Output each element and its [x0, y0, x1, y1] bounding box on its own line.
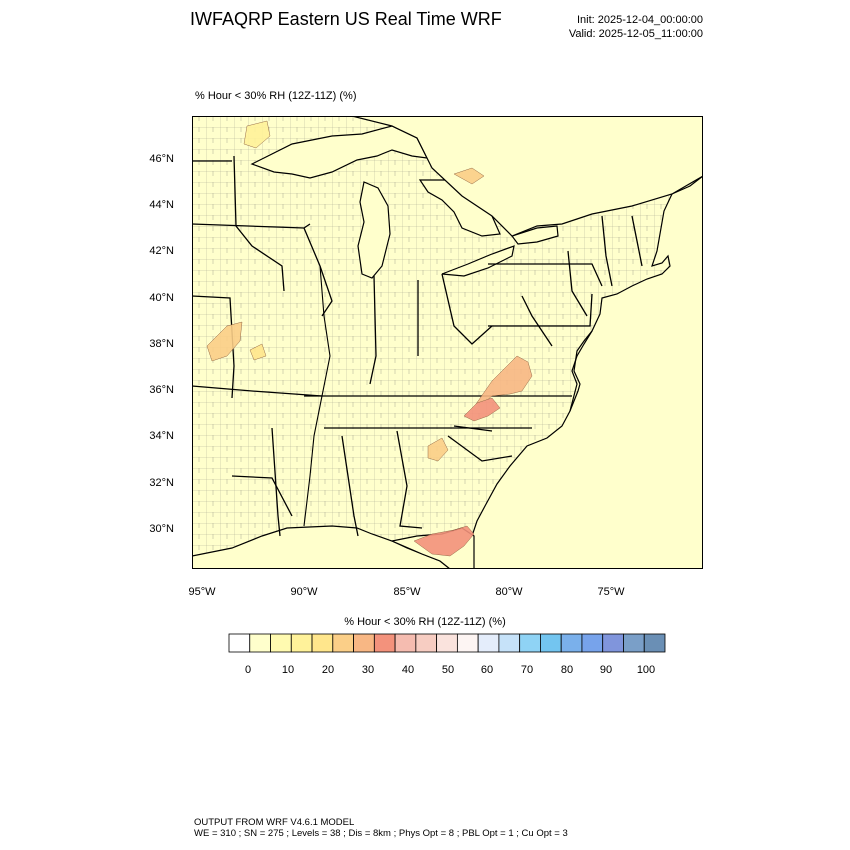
lat-label-30: 30°N: [149, 523, 174, 535]
lat-label-40: 40°N: [149, 292, 174, 304]
colorbar-swatch: [415, 633, 438, 653]
colorbar-tick-60: 60: [480, 664, 494, 676]
colorbar-tick-70: 70: [520, 664, 534, 676]
shade-ontario: [453, 167, 485, 185]
colorbar-tick-50: 50: [441, 664, 455, 676]
shade-florida: [413, 525, 475, 557]
colorbar-tick-0: 0: [244, 664, 252, 676]
colorbar-swatch: [270, 633, 292, 653]
plot-title: IWFAQRP Eastern US Real Time WRF: [190, 9, 502, 29]
colorbar-swatch: [249, 633, 271, 653]
colorbar-swatch: [456, 633, 479, 653]
shade-wisconsin: [243, 120, 271, 149]
model-info-line1: OUTPUT FROM WRF V4.6.1 MODEL: [194, 817, 355, 828]
colorbar-swatch: [353, 633, 375, 653]
state-boundaries: [192, 155, 643, 537]
low-rh-shading: [206, 120, 533, 557]
lat-label-32: 32°N: [149, 477, 174, 489]
atlantic-ocean: [471, 175, 703, 569]
colorbar-tick-20: 20: [321, 664, 335, 676]
colorbar-swatch: [540, 633, 562, 653]
lat-label-42: 42°N: [149, 245, 174, 257]
model-info: OUTPUT FROM WRF V4.6.1 MODEL WE = 310 ; …: [194, 817, 568, 839]
shade-illinois: [249, 343, 267, 361]
colorbar-tick-30: 30: [361, 664, 375, 676]
lon-label-85: 85°W: [393, 586, 421, 598]
lake-michigan: [357, 181, 391, 279]
colorbar-swatch: [477, 633, 500, 653]
colorbar-swatch: [498, 633, 521, 653]
lake-superior: [250, 125, 429, 179]
lat-label-46: 46°N: [149, 153, 174, 165]
model-info-line2: WE = 310 ; SN = 275 ; Levels = 38 ; Dis …: [194, 828, 568, 839]
colorbar-tick-40: 40: [401, 664, 415, 676]
colorbar-tick-100: 100: [636, 664, 656, 676]
river-line: [303, 265, 331, 527]
colorbar-swatch: [332, 633, 354, 653]
canada-texture: [492, 116, 703, 176]
colorbar-swatch: [436, 633, 458, 653]
init-time: Init: 2025-12-04_00:00:00: [577, 14, 703, 26]
map-svg: [192, 116, 703, 569]
colorbar-swatch: [581, 633, 604, 653]
lake-erie: [441, 245, 515, 277]
colorbar-tick-80: 80: [560, 664, 574, 676]
lon-label-80: 80°W: [495, 586, 523, 598]
colorbar-swatch: [602, 633, 624, 653]
shade-missouri: [206, 321, 243, 362]
init-valid-times: Init: 2025-12-04_00:00:00 Valid: 2025-12…: [569, 13, 703, 41]
lon-label-75: 75°W: [597, 586, 625, 598]
colorbar-swatch: [394, 633, 417, 653]
colorbar-swatch: [228, 633, 251, 653]
shade-nc: [463, 397, 501, 422]
colorbar-swatch: [623, 633, 645, 653]
lake-ontario: [511, 225, 559, 245]
colorbar-swatch: [519, 633, 541, 653]
colorbar-tick-90: 90: [599, 664, 613, 676]
lat-label-36: 36°N: [149, 384, 174, 396]
map-border: [192, 116, 703, 569]
shade-georgia: [427, 437, 449, 462]
colorbar-swatch: [373, 633, 396, 653]
field-label: % Hour < 30% RH (12Z-11Z) (%): [195, 90, 357, 102]
map-panel: [192, 116, 703, 569]
lat-label-44: 44°N: [149, 199, 174, 211]
colorbar-swatch: [311, 633, 334, 653]
colorbar: [228, 633, 666, 653]
colorbar-tick-10: 10: [281, 664, 295, 676]
east-coast: [569, 330, 593, 412]
lon-label-95: 95°W: [188, 586, 216, 598]
colorbar-swatch: [560, 633, 583, 653]
colorbar-swatch: [290, 633, 313, 653]
colorbar-title: % Hour < 30% RH (12Z-11Z) (%): [344, 616, 506, 628]
valid-time: Valid: 2025-12-05_11:00:00: [568, 28, 703, 40]
colorbar-swatch: [643, 633, 666, 653]
lat-label-34: 34°N: [149, 430, 174, 442]
lat-label-38: 38°N: [149, 338, 174, 350]
lon-label-90: 90°W: [290, 586, 318, 598]
